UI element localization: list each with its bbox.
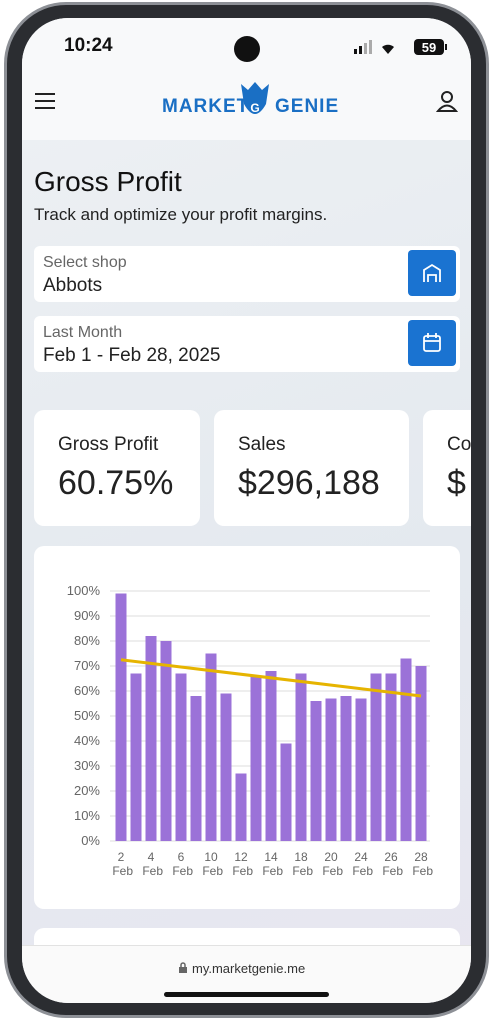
kpi-value: 60.75% [58,464,174,502]
bar [250,676,262,841]
x-tick-label: 10 Feb [199,850,223,878]
y-tick-label: 100% [67,583,101,598]
menu-icon[interactable] [34,92,58,110]
y-tick-label: 20% [74,783,100,798]
bar [280,743,292,841]
bar [160,641,172,841]
home-indicator [164,992,329,997]
kpi-label: Gross Profit [58,434,159,455]
y-tick-label: 10% [74,808,100,823]
bar [145,636,157,841]
bar [175,673,187,841]
kpi-value: $296,188 [238,464,380,502]
x-tick-label: 28 Feb [409,850,433,878]
x-tick-label: 20 Feb [319,850,343,878]
bar [355,698,367,841]
shop-button[interactable] [408,250,456,296]
x-tick-label: 24 Feb [349,850,373,878]
y-tick-label: 70% [74,658,100,673]
kpi-card: Cos $ [423,410,471,526]
kpi-value: $ [447,464,466,502]
x-tick-label: 26 Feb [379,850,403,878]
x-tick-label: 2 Feb [109,850,133,878]
date-select[interactable]: Last Month Feb 1 - Feb 28, 2025 [34,316,460,372]
bar [190,696,202,841]
bar [415,666,427,841]
status-time: 10:24 [64,35,113,56]
page-subtitle: Track and optimize your profit margins. [34,205,328,224]
trend-line [120,658,422,698]
bar [400,658,412,841]
bar [130,673,142,841]
battery: 59 [422,40,436,55]
bar [385,673,397,841]
field-label: Select shop [43,254,127,271]
bar [340,696,352,841]
bar [370,673,382,841]
x-tick-label: 4 Feb [139,850,163,878]
x-tick-label: 14 Feb [259,850,283,878]
brand-right: GENIE [275,96,340,117]
camera [234,36,260,62]
status-icons: 59 [354,39,447,55]
y-tick-label: 30% [74,758,100,773]
x-tick-label: 12 Feb [229,850,253,878]
svg-text:G: G [250,101,259,115]
bar [265,671,277,841]
kpi-card: Sales $296,188 [214,410,409,526]
screen: 10:24 59 MARKET G GENIE Gross Profit Tra… [22,18,471,1003]
brand-left: MARKET [162,96,250,117]
page-title: Gross Profit [34,166,182,197]
kpi-label: Sales [238,434,286,455]
y-tick-label: 90% [74,608,100,623]
y-tick-label: 40% [74,733,100,748]
y-tick-label: 50% [74,708,100,723]
chart: 0% 10% 20% 30% 40% 50% 60% 70% 80% 90% 100% 2 Feb4 … [67,583,434,878]
user-icon[interactable] [436,90,458,112]
x-tick-label: 6 Feb [169,850,193,878]
bar [220,693,232,841]
logo: G [241,82,269,115]
y-tick-label: 60% [74,683,100,698]
bar [325,698,337,841]
kpi-label: Cos [447,434,471,455]
field-label: Last Month [43,324,123,341]
y-tick-label: 80% [74,633,100,648]
shop-select[interactable]: Select shop Abbots [34,246,460,302]
chart-card: 0% 10% 20% 30% 40% 50% 60% 70% 80% 90% 100% 2 Feb 4 … [34,546,460,909]
field-value: Abbots [43,275,103,296]
x-tick-label: 18 Feb [289,850,313,878]
bar [295,673,307,841]
bar [115,593,127,841]
bar [235,773,247,841]
field-value: Feb 1 - Feb 28, 2025 [43,345,221,366]
y-tick-label: 0% [81,833,100,848]
kpi-card: Gross Profit 60.75% [34,410,200,526]
url[interactable]: my.marketgenie.me [192,961,306,976]
bar [205,653,217,841]
address-bar: my.marketgenie.me [22,945,471,1003]
calendar-button[interactable] [408,320,456,366]
bar [310,701,322,841]
